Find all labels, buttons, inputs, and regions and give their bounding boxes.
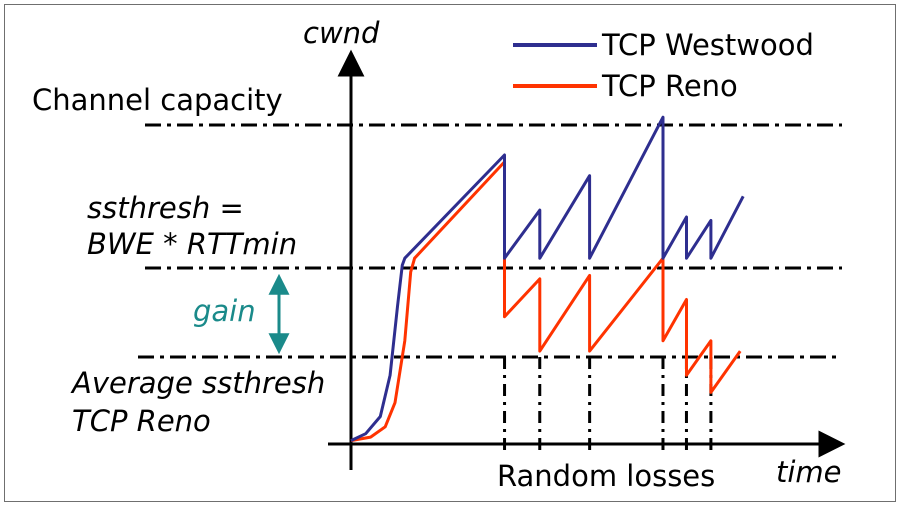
series-line-tcp-reno <box>350 160 742 443</box>
legend-label-tcp-westwood: TCP Westwood <box>601 28 814 62</box>
average-ssthresh-label-line1: Average ssthresh <box>70 366 325 400</box>
gain-label: gain <box>193 294 256 328</box>
random-losses-label: Random losses <box>497 459 715 493</box>
channel-capacity-label: Channel capacity <box>32 83 283 117</box>
slide-frame <box>4 4 896 502</box>
series-line-tcp-westwood <box>350 115 745 442</box>
y-axis-label: cwnd <box>303 16 380 50</box>
average-ssthresh-label-line2: TCP Reno <box>72 404 211 438</box>
ssthresh-label-line2: BWE * RTTmin <box>87 227 297 261</box>
legend-label-tcp-reno: TCP Reno <box>601 69 738 103</box>
ssthresh-label-line1: ssthresh = <box>87 191 244 225</box>
x-axis-label: time <box>776 455 842 489</box>
